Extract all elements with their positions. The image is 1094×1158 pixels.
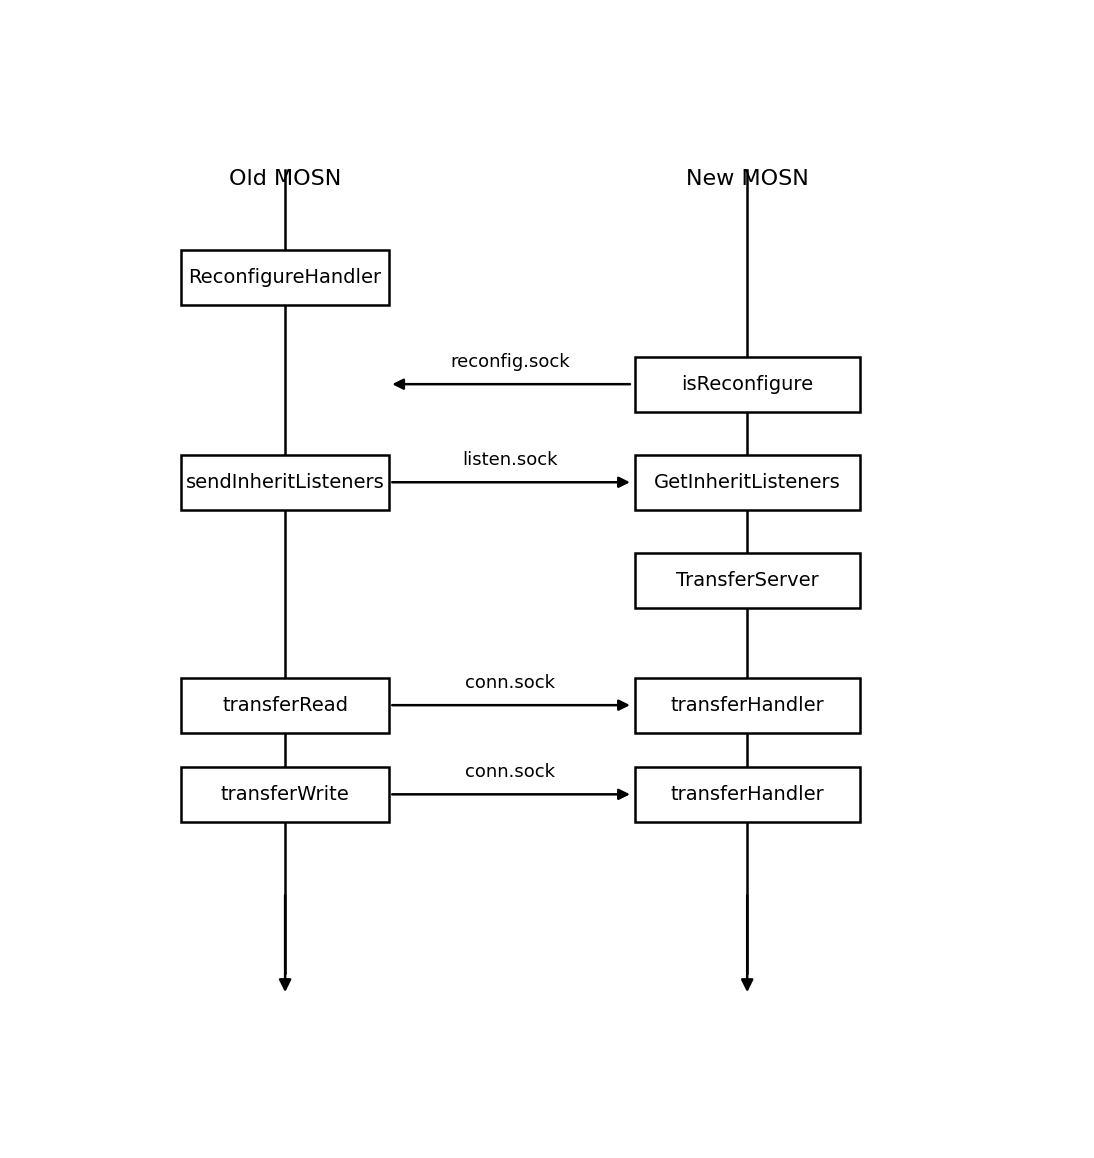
Bar bbox=[635, 677, 860, 733]
Bar bbox=[635, 357, 860, 412]
Bar bbox=[182, 249, 389, 305]
Text: Old MOSN: Old MOSN bbox=[229, 169, 341, 189]
Text: transferWrite: transferWrite bbox=[221, 785, 349, 804]
Text: transferRead: transferRead bbox=[222, 696, 348, 714]
Text: conn.sock: conn.sock bbox=[465, 763, 555, 780]
Text: GetInheritListeners: GetInheritListeners bbox=[654, 472, 840, 492]
Bar bbox=[182, 767, 389, 822]
Bar bbox=[182, 677, 389, 733]
Bar bbox=[182, 455, 389, 510]
Text: listen.sock: listen.sock bbox=[462, 450, 558, 469]
Bar bbox=[635, 767, 860, 822]
Text: TransferServer: TransferServer bbox=[676, 571, 818, 589]
Text: New MOSN: New MOSN bbox=[686, 169, 808, 189]
Text: reconfig.sock: reconfig.sock bbox=[450, 353, 570, 371]
Bar bbox=[635, 455, 860, 510]
Text: isReconfigure: isReconfigure bbox=[682, 375, 813, 394]
Text: transferHandler: transferHandler bbox=[671, 696, 824, 714]
Text: ReconfigureHandler: ReconfigureHandler bbox=[188, 267, 382, 287]
Text: conn.sock: conn.sock bbox=[465, 674, 555, 691]
Text: sendInheritListeners: sendInheritListeners bbox=[186, 472, 384, 492]
Bar bbox=[635, 552, 860, 608]
Text: transferHandler: transferHandler bbox=[671, 785, 824, 804]
